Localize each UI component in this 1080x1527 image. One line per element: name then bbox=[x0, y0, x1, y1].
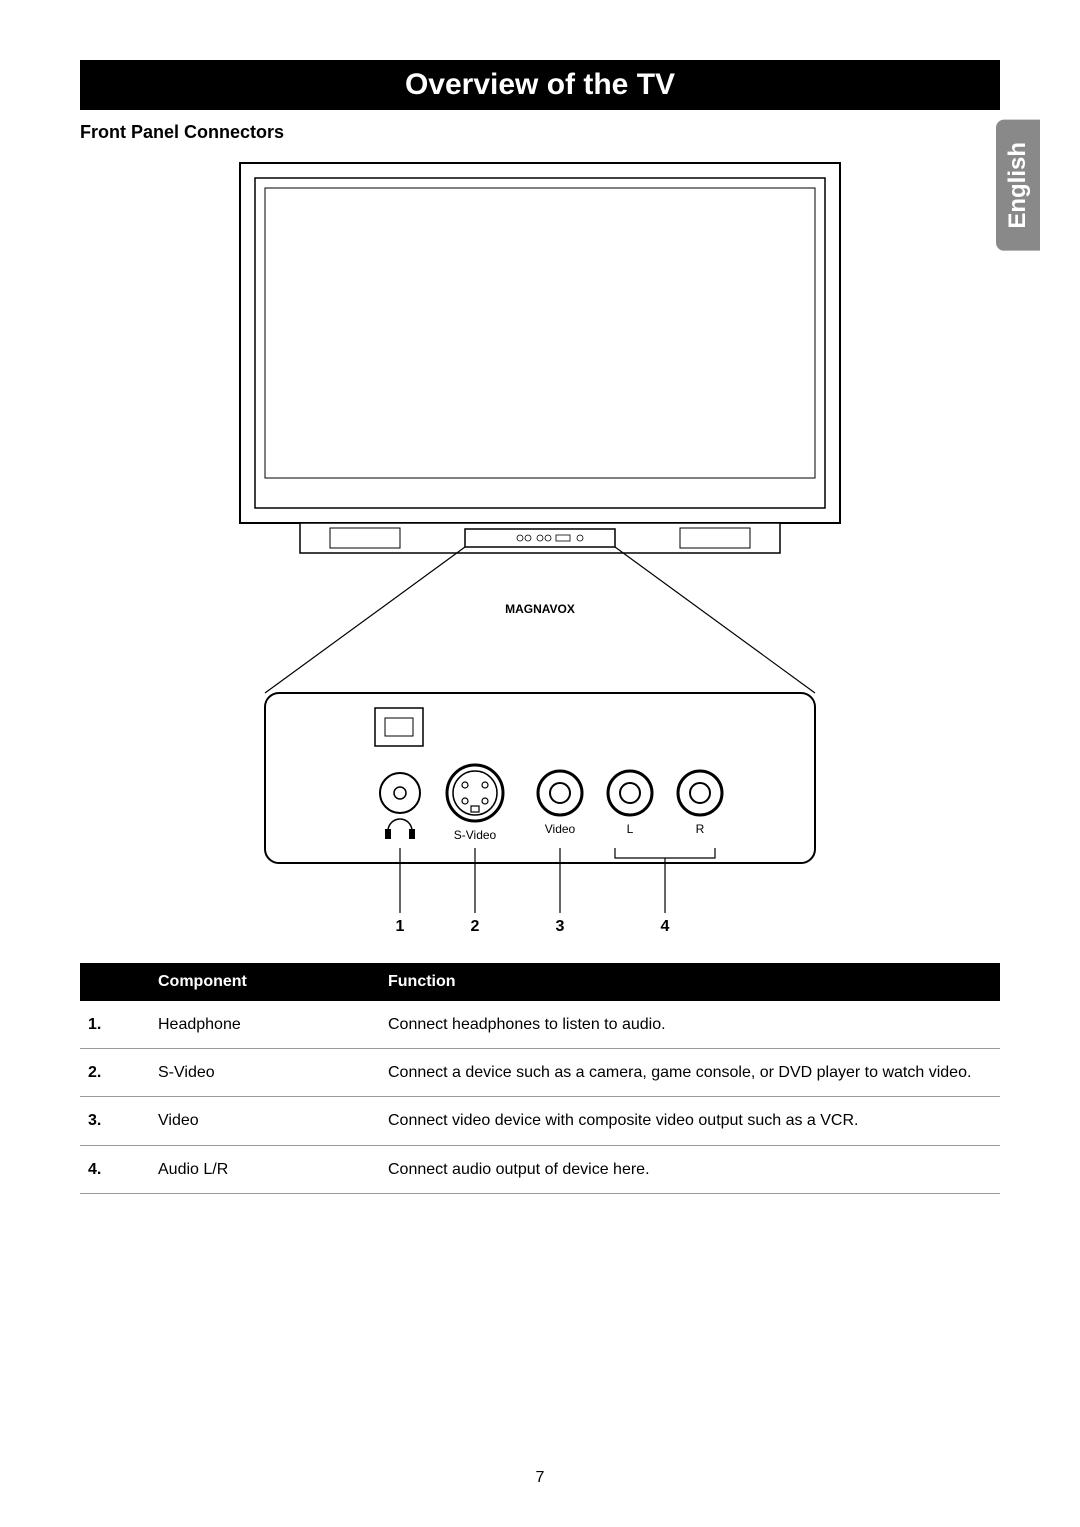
row-component: Headphone bbox=[150, 1001, 380, 1049]
brand-label: MAGNAVOX bbox=[505, 602, 575, 616]
row-num: 3. bbox=[80, 1097, 150, 1145]
language-tab: English bbox=[996, 120, 1040, 251]
connectors-table: Component Function 1. Headphone Connect … bbox=[80, 963, 1000, 1194]
tv-diagram-svg: MAGNAVOX S-Video bbox=[220, 153, 860, 933]
row-function: Connect video device with composite vide… bbox=[380, 1097, 1000, 1145]
row-component: Audio L/R bbox=[150, 1145, 380, 1193]
tv-diagram: MAGNAVOX S-Video bbox=[220, 153, 860, 933]
row-component: Video bbox=[150, 1097, 380, 1145]
row-function: Connect a device such as a camera, game … bbox=[380, 1049, 1000, 1097]
table-header-component: Component bbox=[150, 963, 380, 1001]
row-function: Connect audio output of device here. bbox=[380, 1145, 1000, 1193]
table-row: 2. S-Video Connect a device such as a ca… bbox=[80, 1049, 1000, 1097]
page-number: 7 bbox=[0, 1469, 1080, 1487]
row-num: 2. bbox=[80, 1049, 150, 1097]
table-header-function: Function bbox=[380, 963, 1000, 1001]
audio-l-label: L bbox=[627, 822, 634, 836]
s-video-label: S-Video bbox=[454, 828, 497, 842]
pointer-2: 2 bbox=[471, 918, 480, 933]
row-num: 4. bbox=[80, 1145, 150, 1193]
row-num: 1. bbox=[80, 1001, 150, 1049]
row-component: S-Video bbox=[150, 1049, 380, 1097]
row-function: Connect headphones to listen to audio. bbox=[380, 1001, 1000, 1049]
pointer-3: 3 bbox=[556, 918, 565, 933]
table-row: 4. Audio L/R Connect audio output of dev… bbox=[80, 1145, 1000, 1193]
video-label: Video bbox=[545, 822, 576, 836]
table-header-blank bbox=[80, 963, 150, 1001]
table-row: 1. Headphone Connect headphones to liste… bbox=[80, 1001, 1000, 1049]
page-title-bar: Overview of the TV bbox=[80, 60, 1000, 110]
table-row: 3. Video Connect video device with compo… bbox=[80, 1097, 1000, 1145]
section-subtitle: Front Panel Connectors bbox=[80, 122, 1000, 143]
pointer-1: 1 bbox=[396, 918, 405, 933]
audio-r-label: R bbox=[696, 822, 705, 836]
pointer-4: 4 bbox=[661, 918, 670, 933]
